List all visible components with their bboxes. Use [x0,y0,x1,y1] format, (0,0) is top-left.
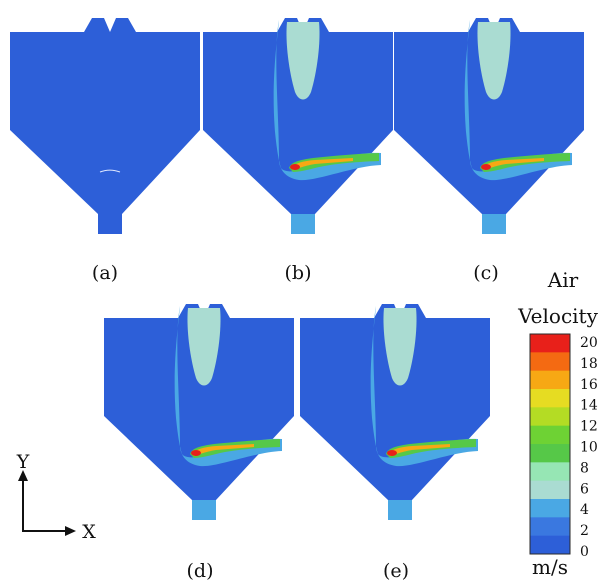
colorbar-tick-label: 0 [580,544,589,560]
silo-body [10,18,200,234]
colorbar-swatches [529,333,571,555]
outlet-flow [388,500,412,520]
colorbar-title-line1: Air [547,268,579,292]
colorbar-frame [529,333,571,555]
jet-core [387,450,397,456]
colorbar-swatch [530,389,570,408]
jet-mid [388,444,450,456]
panel-b [203,18,393,234]
jet-core [481,164,491,170]
x-axis-arrow [65,526,76,536]
colorbar-title-line2: Velocity [517,304,599,328]
colorbar-unit: m/s [532,555,568,579]
colorbar-tick-label: 2 [580,523,589,539]
colorbar-swatch [530,370,570,390]
colorbar-swatch [530,334,570,353]
colorbar-swatch [530,499,570,518]
colorbar-swatch [530,352,570,372]
panel-e [300,304,490,520]
panel-a [10,18,200,234]
panel-label-c: (c) [473,262,498,284]
panel-label-d: (d) [187,560,214,582]
jet-mid [291,158,353,170]
colorbar-swatch [530,444,570,463]
streak-mark [99,169,121,173]
colorbar-tick-label: 12 [580,419,598,435]
panel-label-e: (e) [383,560,409,582]
colorbar-swatch [530,425,570,445]
y-axis-arrow [18,470,28,481]
jet-mid [482,158,544,170]
colorbar-tick-label: 16 [580,377,598,393]
outlet-flow [482,214,506,234]
colorbar-swatch [530,462,570,482]
jet-core [191,450,201,456]
colorbar-tick-label: 10 [580,440,598,456]
colorbar-tick-label: 18 [580,356,598,372]
coordinate-axes: Y X [16,451,97,543]
colorbar-tick-label: 4 [580,502,589,518]
outlet-flow [192,500,216,520]
colorbar-swatch [530,517,570,537]
jet-core [290,164,300,170]
colorbar-tick-label: 20 [580,335,598,351]
panel-label-b: (b) [285,262,312,284]
panel-d [104,304,294,520]
colorbar-swatch [530,535,570,555]
x-axis-label: X [82,521,96,543]
colorbar-tick-label: 14 [580,398,598,414]
colorbar-swatch [530,407,570,427]
outlet-flow [291,214,315,234]
colorbar-tick-label: 6 [580,481,589,497]
y-axis-label: Y [16,451,30,473]
panel-label-a: (a) [92,262,118,284]
jet-mid [192,444,254,456]
colorbar-swatch [530,480,570,500]
colorbar-tick-label: 8 [580,460,589,476]
panel-c [394,18,584,234]
